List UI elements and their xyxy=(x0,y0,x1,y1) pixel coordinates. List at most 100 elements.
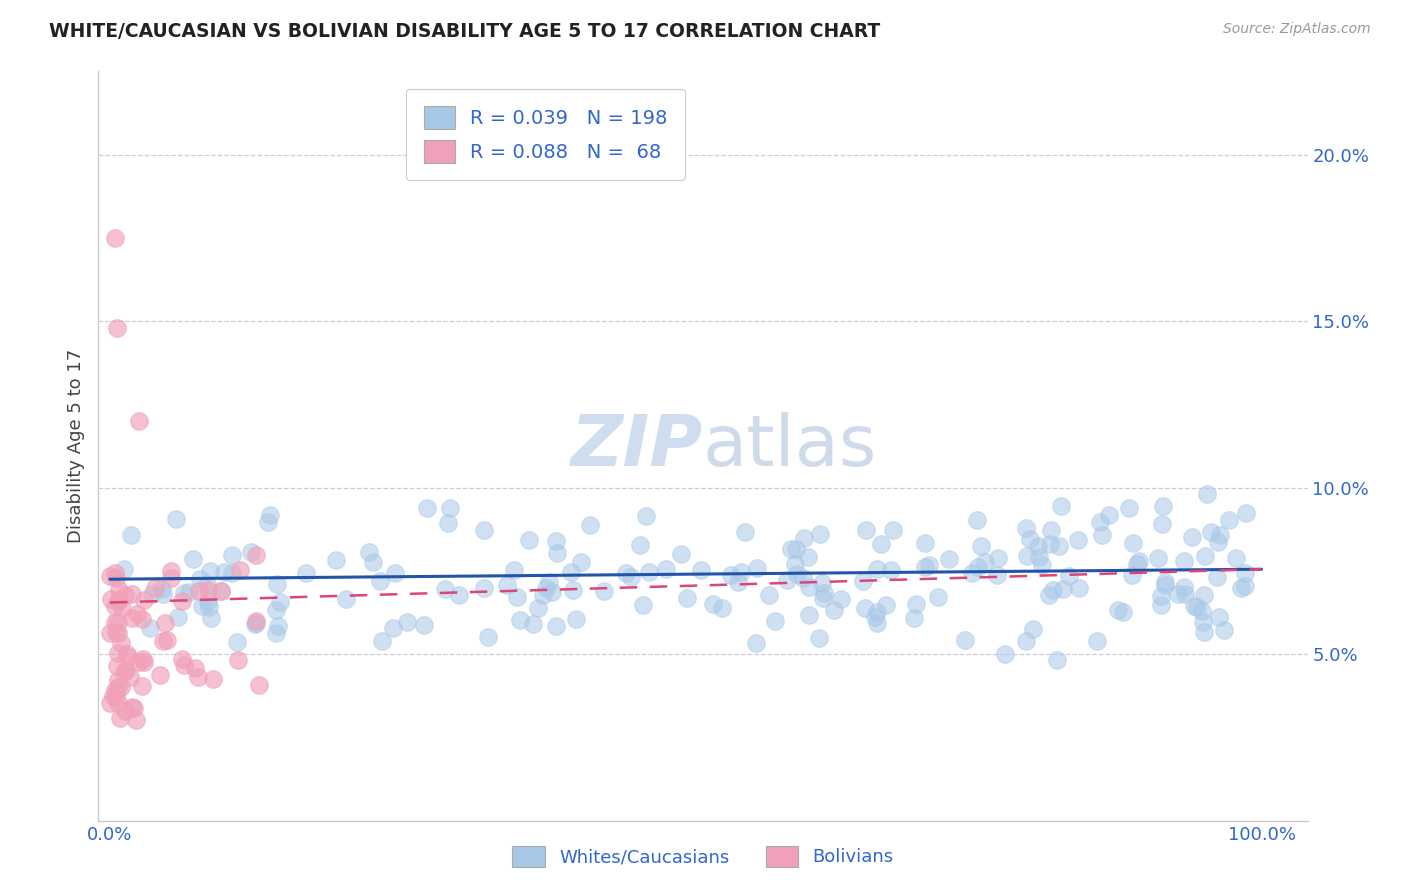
Point xyxy=(853,601,876,615)
Point xyxy=(100,592,122,607)
Point xyxy=(105,659,128,673)
Point xyxy=(221,566,243,581)
Point xyxy=(882,523,904,537)
Point xyxy=(434,582,457,596)
Point xyxy=(734,525,756,540)
Point xyxy=(730,565,752,579)
Point xyxy=(1206,569,1229,583)
Point xyxy=(131,612,153,626)
Point xyxy=(107,680,129,694)
Legend: R = 0.039   N = 198, R = 0.088   N =  68: R = 0.039 N = 198, R = 0.088 N = 68 xyxy=(406,88,685,180)
Point xyxy=(1014,633,1036,648)
Point xyxy=(266,577,288,591)
Point xyxy=(1167,587,1189,601)
Point xyxy=(1191,604,1213,618)
Point xyxy=(785,557,807,571)
Point xyxy=(114,588,136,602)
Point xyxy=(1197,487,1219,501)
Point xyxy=(808,527,831,541)
Point xyxy=(875,598,897,612)
Point xyxy=(153,615,176,630)
Point xyxy=(104,566,127,581)
Point xyxy=(799,580,821,594)
Y-axis label: Disability Age 5 to 17: Disability Age 5 to 17 xyxy=(66,349,84,543)
Point xyxy=(121,611,143,625)
Point xyxy=(636,508,658,523)
Point xyxy=(368,574,391,588)
Point xyxy=(120,528,142,542)
Point xyxy=(562,582,585,597)
Point xyxy=(823,603,845,617)
Point xyxy=(863,610,886,624)
Point xyxy=(363,555,385,569)
Point xyxy=(564,611,586,625)
Point xyxy=(1154,574,1177,589)
Point xyxy=(197,593,219,607)
Point xyxy=(1118,501,1140,516)
Point xyxy=(477,630,499,644)
Point xyxy=(245,617,267,632)
Point xyxy=(830,591,852,606)
Point xyxy=(1022,622,1045,636)
Point xyxy=(209,584,232,599)
Point xyxy=(107,615,129,630)
Point xyxy=(439,500,461,515)
Point xyxy=(1112,605,1135,619)
Point xyxy=(107,646,129,660)
Point xyxy=(170,594,193,608)
Point xyxy=(1173,554,1195,568)
Point xyxy=(1234,506,1257,520)
Point xyxy=(177,584,200,599)
Point xyxy=(472,523,495,537)
Point xyxy=(727,574,749,589)
Point xyxy=(1225,551,1247,566)
Point xyxy=(628,538,651,552)
Point xyxy=(437,516,460,531)
Point xyxy=(107,673,129,687)
Point xyxy=(720,568,742,582)
Text: Source: ZipAtlas.com: Source: ZipAtlas.com xyxy=(1223,22,1371,37)
Point xyxy=(631,598,654,612)
Point xyxy=(1125,558,1147,572)
Point xyxy=(256,516,278,530)
Point xyxy=(103,599,125,614)
Point xyxy=(960,566,983,581)
Point xyxy=(811,576,834,591)
Point xyxy=(1209,528,1232,542)
Point xyxy=(1173,581,1195,595)
Point xyxy=(101,689,124,703)
Point xyxy=(1152,517,1174,532)
Point xyxy=(247,678,270,692)
Point xyxy=(509,613,531,627)
Point xyxy=(125,607,148,621)
Point xyxy=(797,608,820,623)
Point xyxy=(786,566,808,581)
Point xyxy=(1088,516,1111,530)
Point xyxy=(121,587,143,601)
Point xyxy=(1192,625,1215,640)
Point xyxy=(1031,558,1053,572)
Point xyxy=(1108,603,1130,617)
Point xyxy=(259,508,281,522)
Point xyxy=(413,618,436,632)
Point xyxy=(758,588,780,602)
Point xyxy=(702,597,724,611)
Point xyxy=(160,565,183,579)
Point xyxy=(165,512,187,526)
Point xyxy=(100,697,122,711)
Point xyxy=(865,616,887,631)
Point xyxy=(382,621,405,635)
Point xyxy=(1174,587,1197,601)
Point xyxy=(1039,537,1062,551)
Point xyxy=(966,513,988,527)
Point xyxy=(152,587,174,601)
Point xyxy=(675,591,697,605)
Point xyxy=(173,586,195,600)
Point xyxy=(125,714,148,728)
Point xyxy=(98,625,121,640)
Point xyxy=(1150,589,1173,603)
Point xyxy=(198,564,221,578)
Point xyxy=(104,615,127,630)
Point xyxy=(198,599,221,614)
Point xyxy=(1067,581,1090,595)
